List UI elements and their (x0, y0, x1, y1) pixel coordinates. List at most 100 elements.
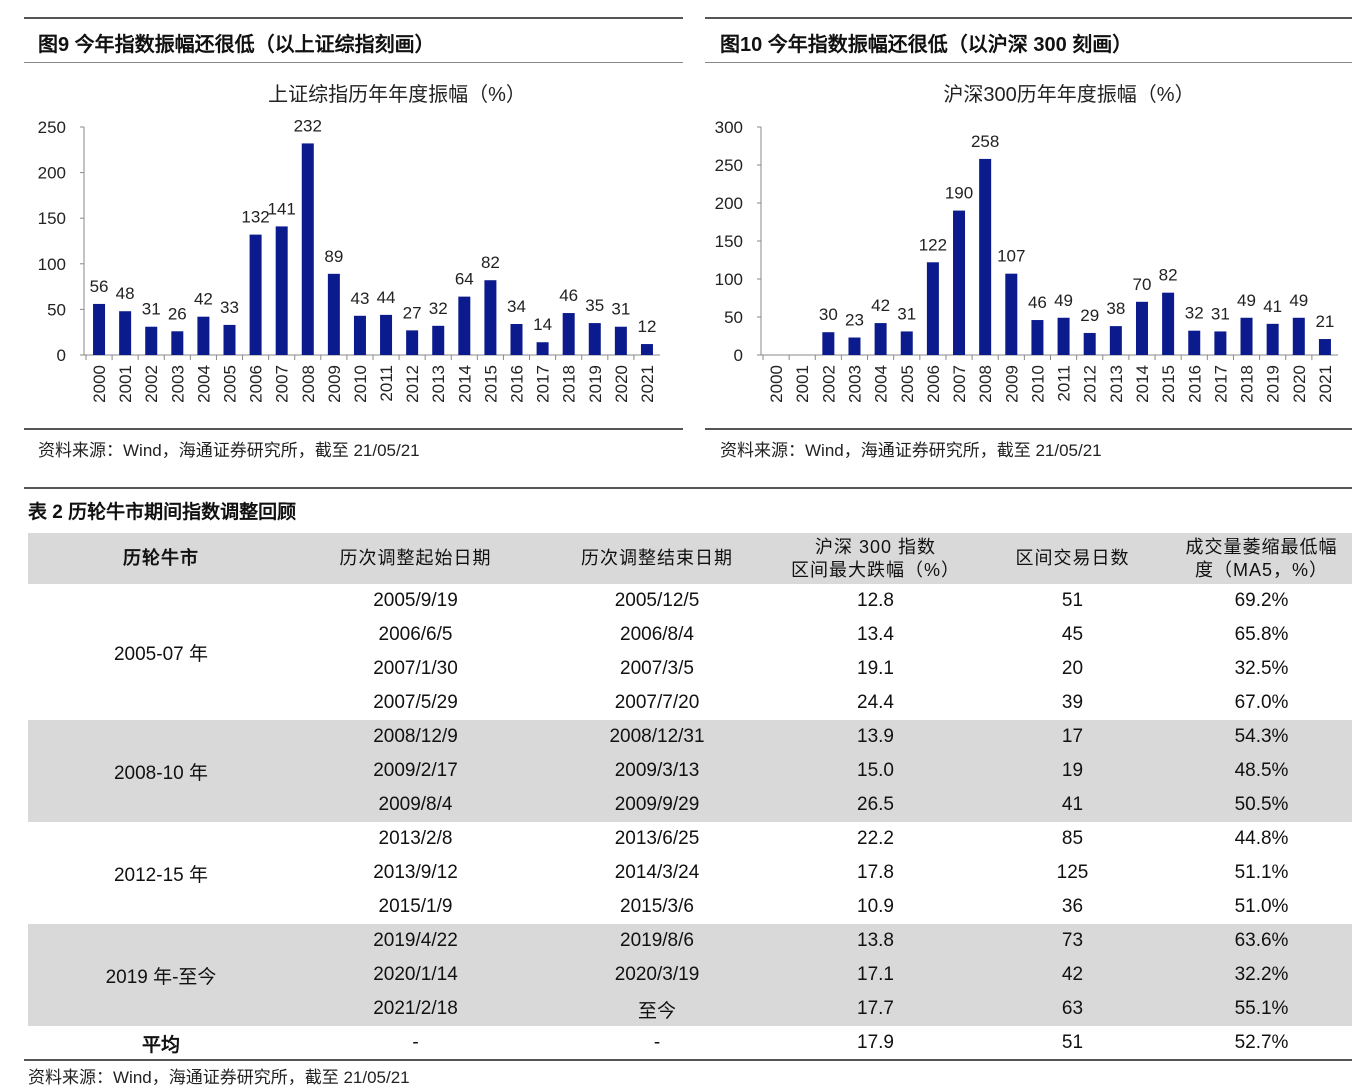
divider (24, 62, 683, 63)
volume-shrink-cell: 54.3% (1171, 720, 1352, 754)
x-tick-label: 2018 (1238, 365, 1257, 403)
column-header: 区间交易日数 (974, 533, 1171, 584)
y-tick-label: 250 (715, 156, 743, 175)
trading-days-cell: 20 (1061, 658, 1084, 679)
data-label: 31 (611, 300, 630, 319)
x-tick-label: 2007 (273, 365, 292, 403)
x-tick-label: 2009 (1002, 365, 1021, 403)
trading-days-cell: 42 (974, 958, 1171, 992)
bull-market-adjustment-table: 历轮牛市 历次调整起始日期 历次调整结束日期 沪深 300 指数 区间最大跌幅（%）区… (28, 533, 1352, 1060)
bar-2007 (953, 210, 966, 355)
bar-2017 (536, 342, 549, 355)
y-tick-label: 100 (715, 270, 743, 289)
data-label: 46 (559, 286, 578, 305)
bar-2001 (119, 311, 132, 355)
bar-2009 (1005, 273, 1018, 355)
max-drawdown-cell: 10.9 (857, 896, 894, 917)
end-date-cell: 2019/8/6 (537, 924, 777, 958)
max-drawdown-cell: 17.8 (857, 862, 894, 883)
chart-csi300: 沪深300历年年度振幅（%） 0 50 100 150 200 250 300 2000 2001… (715, 83, 1338, 403)
max-drawdown-cell: 26.5 (777, 788, 974, 822)
y-tick-label: 150 (715, 232, 743, 251)
chart-title: 沪深300历年年度振幅（%） (943, 83, 1194, 106)
trading-days-cell: 17 (974, 720, 1171, 754)
bar-2010 (1031, 320, 1044, 355)
data-label: 32 (429, 299, 448, 318)
data-label: 38 (1106, 299, 1125, 318)
bar-2004 (874, 323, 887, 355)
bar-2002 (145, 326, 158, 355)
bar-2017 (1214, 331, 1227, 355)
average-cell: 51 (1061, 1032, 1084, 1053)
divider (24, 428, 683, 430)
data-label: 31 (897, 304, 916, 323)
data-label: 190 (945, 184, 973, 203)
data-label: 141 (267, 199, 295, 218)
bar-2005 (223, 324, 236, 355)
bull-market-label: 2012-15 年 (113, 864, 208, 886)
data-label: 29 (1080, 306, 1099, 325)
end-date-cell: 2005/12/5 (614, 590, 700, 611)
x-tick-label: 2016 (508, 365, 527, 403)
chart-title: 上证综指历年年度振幅（%） (268, 83, 526, 106)
chart-shanghai-composite: 上证综指历年年度振幅（%） 0 50 100 150 200 250 2000 56 2001 48… (38, 83, 660, 403)
table-row: 2007/1/30 2007/3/5 19.1 20 32.5% (28, 652, 1352, 686)
start-date-cell: 2008/12/9 (294, 720, 537, 754)
x-tick-label: 2003 (845, 365, 864, 403)
table-row: 2008-10 年 2008/12/9 2008/12/31 13.9 17 54.3% (28, 720, 1352, 822)
volume-shrink-cell: 50.5% (1171, 788, 1352, 822)
bar-2008 (301, 143, 314, 355)
bar-2003 (171, 331, 184, 355)
x-tick-label: 2020 (612, 365, 631, 403)
bar-2009 (327, 273, 340, 355)
bar-2006 (926, 262, 939, 355)
volume-shrink-cell: 51.1% (1234, 862, 1289, 883)
start-date-cell: 2021/2/18 (294, 992, 537, 1026)
bar-2011 (380, 314, 393, 355)
bar-2006 (249, 234, 262, 355)
bar-2012 (406, 330, 419, 355)
data-label: 27 (403, 303, 422, 322)
volume-shrink-cell: 63.6% (1171, 924, 1352, 958)
x-tick-label: 2017 (1211, 365, 1230, 403)
table2-title: 表 2 历轮牛市期间指数调整回顾 (28, 502, 297, 523)
x-tick-label: 2015 (481, 365, 500, 403)
start-date-cell: 2009/8/4 (294, 788, 537, 822)
average-cell: - (653, 1032, 661, 1053)
figure9-title: 图9 今年指数振幅还很低（以上证综指刻画） (38, 34, 435, 56)
y-tick-label: 150 (38, 209, 66, 228)
end-date-cell: 2014/3/24 (614, 862, 700, 883)
x-tick-label: 2014 (455, 365, 474, 403)
average-cell: - (412, 1032, 419, 1053)
figure9-source: 资料来源：Wind，海通证券研究所，截至 21/05/21 (38, 441, 420, 460)
x-tick-label: 2006 (247, 365, 266, 403)
y-tick-label: 200 (38, 164, 66, 183)
divider (705, 62, 1352, 63)
data-label: 12 (637, 317, 656, 336)
bar-2012 (1083, 332, 1096, 355)
bar-2007 (275, 226, 288, 355)
data-label: 32 (1185, 304, 1204, 323)
data-label: 41 (1263, 297, 1282, 316)
data-label: 43 (350, 289, 369, 308)
max-drawdown-cell: 19.1 (857, 658, 894, 679)
data-label: 56 (90, 277, 109, 296)
x-tick-label: 2019 (586, 365, 605, 403)
data-label: 48 (116, 284, 135, 303)
data-label: 49 (1237, 291, 1256, 310)
column-header: 历次调整起始日期 (294, 533, 537, 584)
bar-2020 (1292, 317, 1305, 355)
max-drawdown-cell: 17.1 (777, 958, 974, 992)
figure10-source: 资料来源：Wind，海通证券研究所，截至 21/05/21 (720, 441, 1102, 460)
bar-2003 (848, 337, 861, 355)
divider (705, 428, 1352, 430)
average-label: 平均 (141, 1034, 180, 1056)
y-tick-label: 100 (38, 255, 66, 274)
y-tick-label: 250 (38, 118, 66, 137)
x-tick-label: 2010 (1028, 365, 1047, 403)
average-row: 平均 - - 17.9 51 52.7% (28, 1026, 1352, 1060)
trading-days-cell: 45 (1061, 624, 1084, 645)
end-date-cell: 2020/3/19 (537, 958, 777, 992)
x-tick-label: 2006 (924, 365, 943, 403)
x-tick-label: 2009 (325, 365, 344, 403)
